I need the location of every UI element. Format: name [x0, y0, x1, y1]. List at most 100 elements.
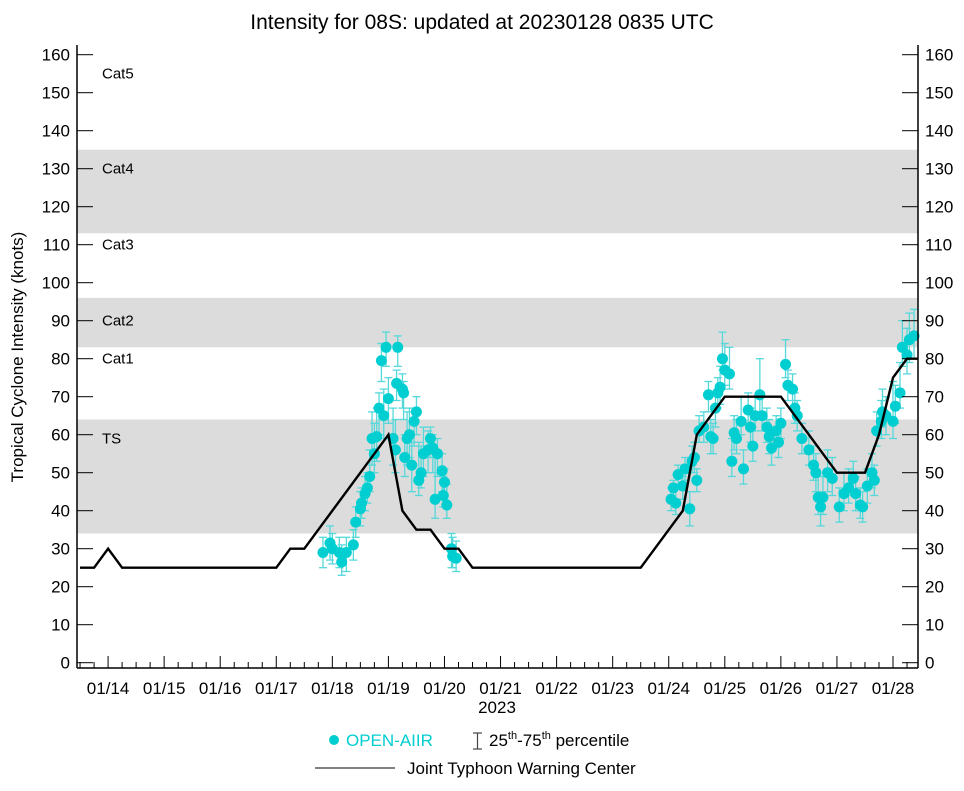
aiir-point [775, 417, 787, 429]
band-cat2 [77, 297, 918, 348]
aiir-point [691, 474, 703, 486]
y-tick-label-left: 130 [42, 160, 70, 179]
aiir-point [403, 429, 415, 441]
y-tick-label-right: 130 [925, 160, 953, 179]
band-label-cat5: Cat5 [102, 66, 134, 83]
y-tick-label-right: 30 [925, 540, 944, 559]
x-tick-label: 01/26 [760, 679, 803, 698]
aiir-point [380, 341, 392, 353]
aiir-point [817, 491, 829, 503]
x-tick-label: 01/23 [591, 679, 634, 698]
aiir-point [850, 488, 862, 500]
aiir-point [677, 480, 689, 492]
aiir-point [887, 415, 899, 427]
y-tick-label-right: 150 [925, 84, 953, 103]
legend: OPEN-AIIR 25th-75th percentile Joint Typ… [315, 730, 636, 778]
aiir-point [441, 499, 453, 511]
legend-aiir-label: OPEN-AIIR [346, 731, 433, 750]
aiir-point [773, 436, 785, 448]
aiir-point [791, 410, 803, 422]
aiir-point [436, 465, 448, 477]
x-tick-label: 01/21 [479, 679, 522, 698]
aiir-point [796, 433, 808, 444]
chart-title: Intensity for 08S: updated at 20230128 0… [250, 11, 714, 34]
aiir-point [810, 467, 822, 479]
y-tick-label-right: 60 [925, 426, 944, 445]
plot-series [80, 308, 920, 576]
y-tick-label-right: 140 [925, 122, 953, 141]
aiir-point [684, 503, 696, 515]
y-tick-label-right: 0 [925, 654, 934, 673]
aiir-point [723, 368, 735, 380]
x-tick-label: 01/28 [872, 679, 915, 698]
aiir-point [424, 433, 436, 444]
aiir-point [889, 400, 901, 412]
y-tick-label-left: 100 [42, 274, 70, 293]
aiir-point [714, 381, 726, 393]
aiir-point [780, 358, 792, 370]
aiir-point [679, 463, 691, 475]
y-tick-label-left: 10 [51, 616, 70, 635]
aiir-point [826, 472, 838, 484]
aiir-point [406, 459, 418, 471]
x-tick-label: 01/19 [367, 679, 410, 698]
x-axis-label: 2023 [478, 698, 516, 717]
aiir-point [735, 415, 747, 427]
y-tick-label-right: 100 [925, 274, 953, 293]
aiir-point [756, 410, 768, 422]
aiir-point [754, 389, 766, 401]
aiir-point [413, 474, 425, 486]
y-tick-label-right: 50 [925, 464, 944, 483]
x-tick-label: 01/20 [423, 679, 466, 698]
y-tick-label-left: 20 [51, 578, 70, 597]
aiir-point [356, 497, 368, 509]
x-tick-label: 01/17 [255, 679, 298, 698]
category-bands: Cat5 Cat4 Cat3 Cat2 Cat1 TS [77, 66, 918, 534]
aiir-point [730, 433, 742, 444]
y-axis-label: Tropical Cyclone Intensity (knots) [8, 232, 27, 483]
y-tick-label-left: 120 [42, 198, 70, 217]
band-ts [77, 419, 918, 534]
y-tick-label-left: 140 [42, 122, 70, 141]
aiir-point [408, 415, 420, 427]
aiir-point [833, 501, 845, 513]
x-tick-label: 01/18 [311, 679, 354, 698]
legend-jtwc-label: Joint Typhoon Warning Center [407, 759, 636, 778]
aiir-point [857, 501, 869, 513]
aiir-point [429, 493, 441, 505]
y-tick-label-right: 120 [925, 198, 953, 217]
y-tick-label-left: 150 [42, 84, 70, 103]
aiir-point [745, 421, 757, 433]
y-tick-label-right: 90 [925, 312, 944, 331]
x-tick-label: 01/14 [87, 679, 130, 698]
y-tick-label-right: 160 [925, 46, 953, 65]
aiir-point [399, 452, 411, 463]
aiir-point [450, 552, 462, 564]
aiir-point [392, 341, 404, 353]
aiir-point [437, 490, 449, 501]
y-tick-label-left: 0 [61, 654, 70, 673]
aiir-point [737, 463, 749, 475]
y-tick-label-left: 60 [51, 426, 70, 445]
aiir-point [868, 474, 880, 486]
y-tick-label-left: 50 [51, 464, 70, 483]
y-tick-label-left: 70 [51, 388, 70, 407]
band-cat4 [77, 149, 918, 234]
band-label-ts: TS [102, 431, 121, 448]
y-tick-label-right: 20 [925, 578, 944, 597]
x-tick-label: 01/24 [647, 679, 690, 698]
legend-aiir-marker [329, 735, 339, 745]
aiir-point [336, 556, 348, 568]
x-tick-label: 01/25 [704, 679, 747, 698]
x-tick-label: 01/27 [816, 679, 859, 698]
y-tick-label-right: 80 [925, 350, 944, 369]
band-label-cat2: Cat2 [102, 313, 134, 330]
aiir-point [847, 472, 859, 484]
aiir-point [431, 448, 443, 460]
aiir-point [378, 410, 390, 422]
aiir-point [716, 353, 728, 365]
aiir-point [707, 433, 719, 444]
aiir-point [317, 547, 329, 558]
aiir-point [726, 455, 738, 467]
